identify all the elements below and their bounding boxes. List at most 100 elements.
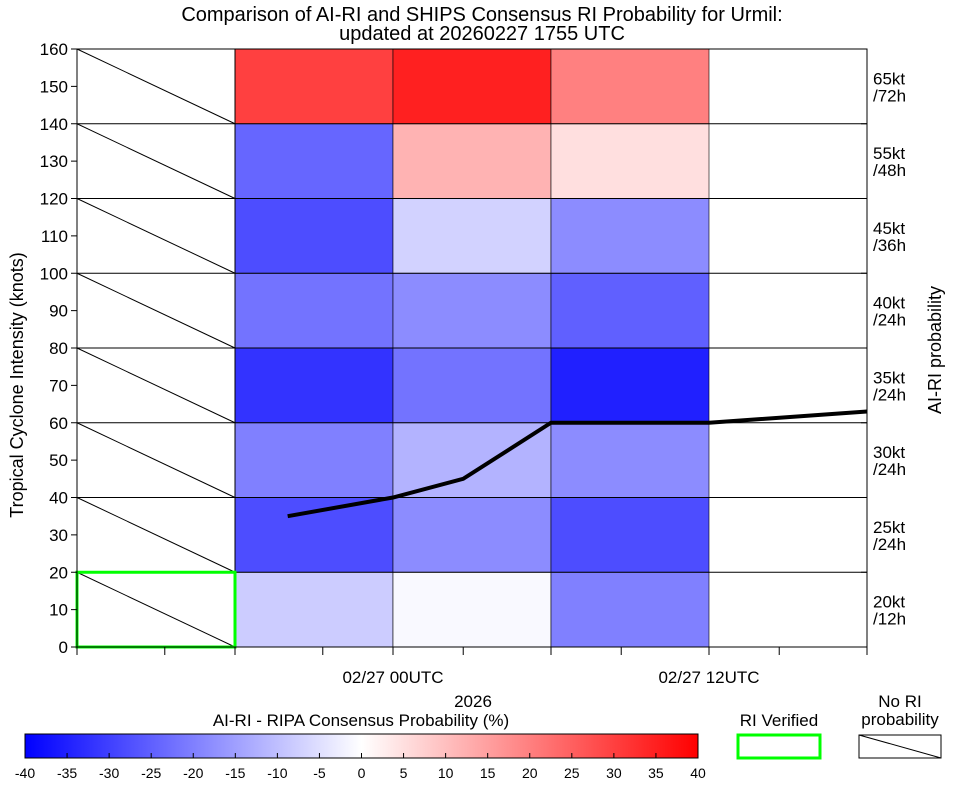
x-tick-label: 02/27 00UTC — [342, 668, 443, 687]
no-ri-hatch-line — [76, 48, 236, 125]
row-label-period: /24h — [873, 535, 906, 554]
no-ri-hatch-line — [76, 198, 236, 274]
legend-verified-swatch — [736, 733, 822, 760]
heatmap-cell — [550, 198, 710, 274]
colorbar-tick-label: 25 — [564, 765, 580, 781]
y-tick-label: 20 — [49, 563, 68, 582]
colorbar-tick-label: 20 — [522, 765, 538, 781]
y-tick-label: 100 — [40, 264, 68, 283]
intensity-track — [287, 409, 868, 519]
row-label-period: /48h — [873, 161, 906, 180]
heatmap-cell — [234, 48, 394, 125]
row-label-threshold: 20kt — [873, 593, 905, 612]
no-ri-hatch-column — [76, 48, 236, 648]
y-tick-label: 0 — [59, 638, 68, 657]
y-tick-label: 50 — [49, 451, 68, 470]
row-label-threshold: 25kt — [873, 518, 905, 537]
row-label-period: /24h — [873, 385, 906, 404]
colorbar-label: AI-RI - RIPA Consensus Probability (%) — [213, 711, 509, 730]
y-tick-label: 70 — [49, 376, 68, 395]
no-ri-hatch-line — [76, 347, 236, 424]
heatmap-cell — [550, 272, 710, 349]
y-tick-label: 160 — [40, 40, 68, 59]
row-label-period: /24h — [873, 460, 906, 479]
y-tick-label: 130 — [40, 152, 68, 171]
y-tick-label: 120 — [40, 190, 68, 209]
colorbar-tick-label: 35 — [648, 765, 664, 781]
heatmap-cell — [392, 497, 552, 573]
colorbar-tick-label: 40 — [690, 765, 706, 781]
heatmap-cell — [234, 198, 394, 274]
heatmap-cell — [550, 497, 710, 573]
heatmap-cell — [392, 48, 552, 125]
row-label-period: /12h — [873, 610, 906, 629]
legend-no-ri-line1: No RI — [878, 692, 921, 711]
heatmap-cell — [392, 347, 552, 424]
y-tick-label: 10 — [49, 601, 68, 620]
no-ri-hatch-line — [76, 272, 236, 349]
y-tick-label: 110 — [41, 227, 68, 246]
legend-verified-label: RI Verified — [740, 711, 818, 730]
row-label-threshold: 55kt — [873, 144, 905, 163]
heatmap-cell — [234, 347, 394, 424]
intensity-line — [287, 409, 868, 519]
chart-title-line1: Comparison of AI-RI and SHIPS Consensus … — [181, 4, 782, 26]
row-label-period: /36h — [873, 236, 906, 255]
row-label-period: /72h — [873, 86, 906, 105]
row-label-threshold: 45kt — [873, 219, 905, 238]
heatmap-cell — [234, 422, 394, 498]
heatmap-cell — [234, 272, 394, 349]
right-axis: 20kt/12h25kt/24h30kt/24h35kt/24h40kt/24h… — [861, 69, 906, 648]
heatmap-cell — [392, 123, 552, 199]
heatmap-cell — [234, 571, 394, 648]
row-label-threshold: 30kt — [873, 443, 905, 462]
y-tick-label: 140 — [40, 115, 68, 134]
colorbar-tick-label: -20 — [183, 765, 203, 781]
y-tick-label: 90 — [49, 302, 68, 321]
colorbar-tick-label: 15 — [480, 765, 496, 781]
chart-title-line2: updated at 20260227 1755 UTC — [339, 23, 625, 45]
colorbar-tick-label: -10 — [267, 765, 287, 781]
y-tick-label: 60 — [49, 414, 68, 433]
heatmap-cell — [234, 123, 394, 199]
x-year-label: 2026 — [454, 692, 492, 711]
colorbar-tick-label: -25 — [141, 765, 161, 781]
heatmap-cell — [392, 198, 552, 274]
heatmap-cell — [550, 123, 710, 199]
heatmap-cell — [550, 48, 710, 125]
heatmap-cell — [392, 571, 552, 648]
colorbar-tick-label: -15 — [225, 765, 245, 781]
colorbar-ticks: -40 -35 -30 -25 -20 -15 -10 -5 0 5 10 15 20 25 30 35 40 — [15, 753, 706, 781]
colorbar-tick-label: -40 — [15, 765, 35, 781]
colorbar-tick-label: -30 — [99, 765, 119, 781]
heatmap-cell — [550, 571, 710, 648]
colorbar-tick-label: -5 — [313, 765, 326, 781]
row-label-threshold: 40kt — [873, 294, 905, 313]
legend-no-ri-hatch — [858, 734, 942, 759]
heatmap-cell — [392, 422, 552, 498]
heatmap-cell — [550, 347, 710, 424]
y-tick-label: 80 — [49, 339, 68, 358]
heatmap-cells — [234, 48, 710, 648]
x-tick-label: 02/27 12UTC — [658, 668, 759, 687]
y-tick-label: 30 — [49, 526, 68, 545]
colorbar-tick-label: 5 — [400, 765, 408, 781]
heatmap-cell — [234, 497, 394, 573]
x-axis: 02/27 00UTC 02/27 12UTC — [76, 647, 868, 687]
colorbar-tick-label: 0 — [358, 765, 366, 781]
y-tick-label: 40 — [49, 489, 68, 508]
no-ri-hatch-line — [76, 123, 236, 199]
row-label-period: /24h — [873, 311, 906, 330]
row-label-threshold: 35kt — [873, 368, 905, 387]
y-axis-label: Tropical Cyclone Intensity (knots) — [7, 252, 27, 517]
legend-no-ri-line2: probability — [861, 710, 939, 729]
colorbar-tick-label: -35 — [57, 765, 77, 781]
no-ri-hatch-line — [76, 571, 236, 648]
heatmap-cell — [550, 422, 710, 498]
colorbar-tick-label: 10 — [438, 765, 454, 781]
row-label-threshold: 65kt — [873, 69, 905, 88]
colorbar-tick-label: 30 — [606, 765, 622, 781]
y-axis: 0 10 20 30 40 50 60 70 80 90 100 110 120 130 140 150 160 — [40, 40, 77, 657]
heatmap-cell — [392, 272, 552, 349]
